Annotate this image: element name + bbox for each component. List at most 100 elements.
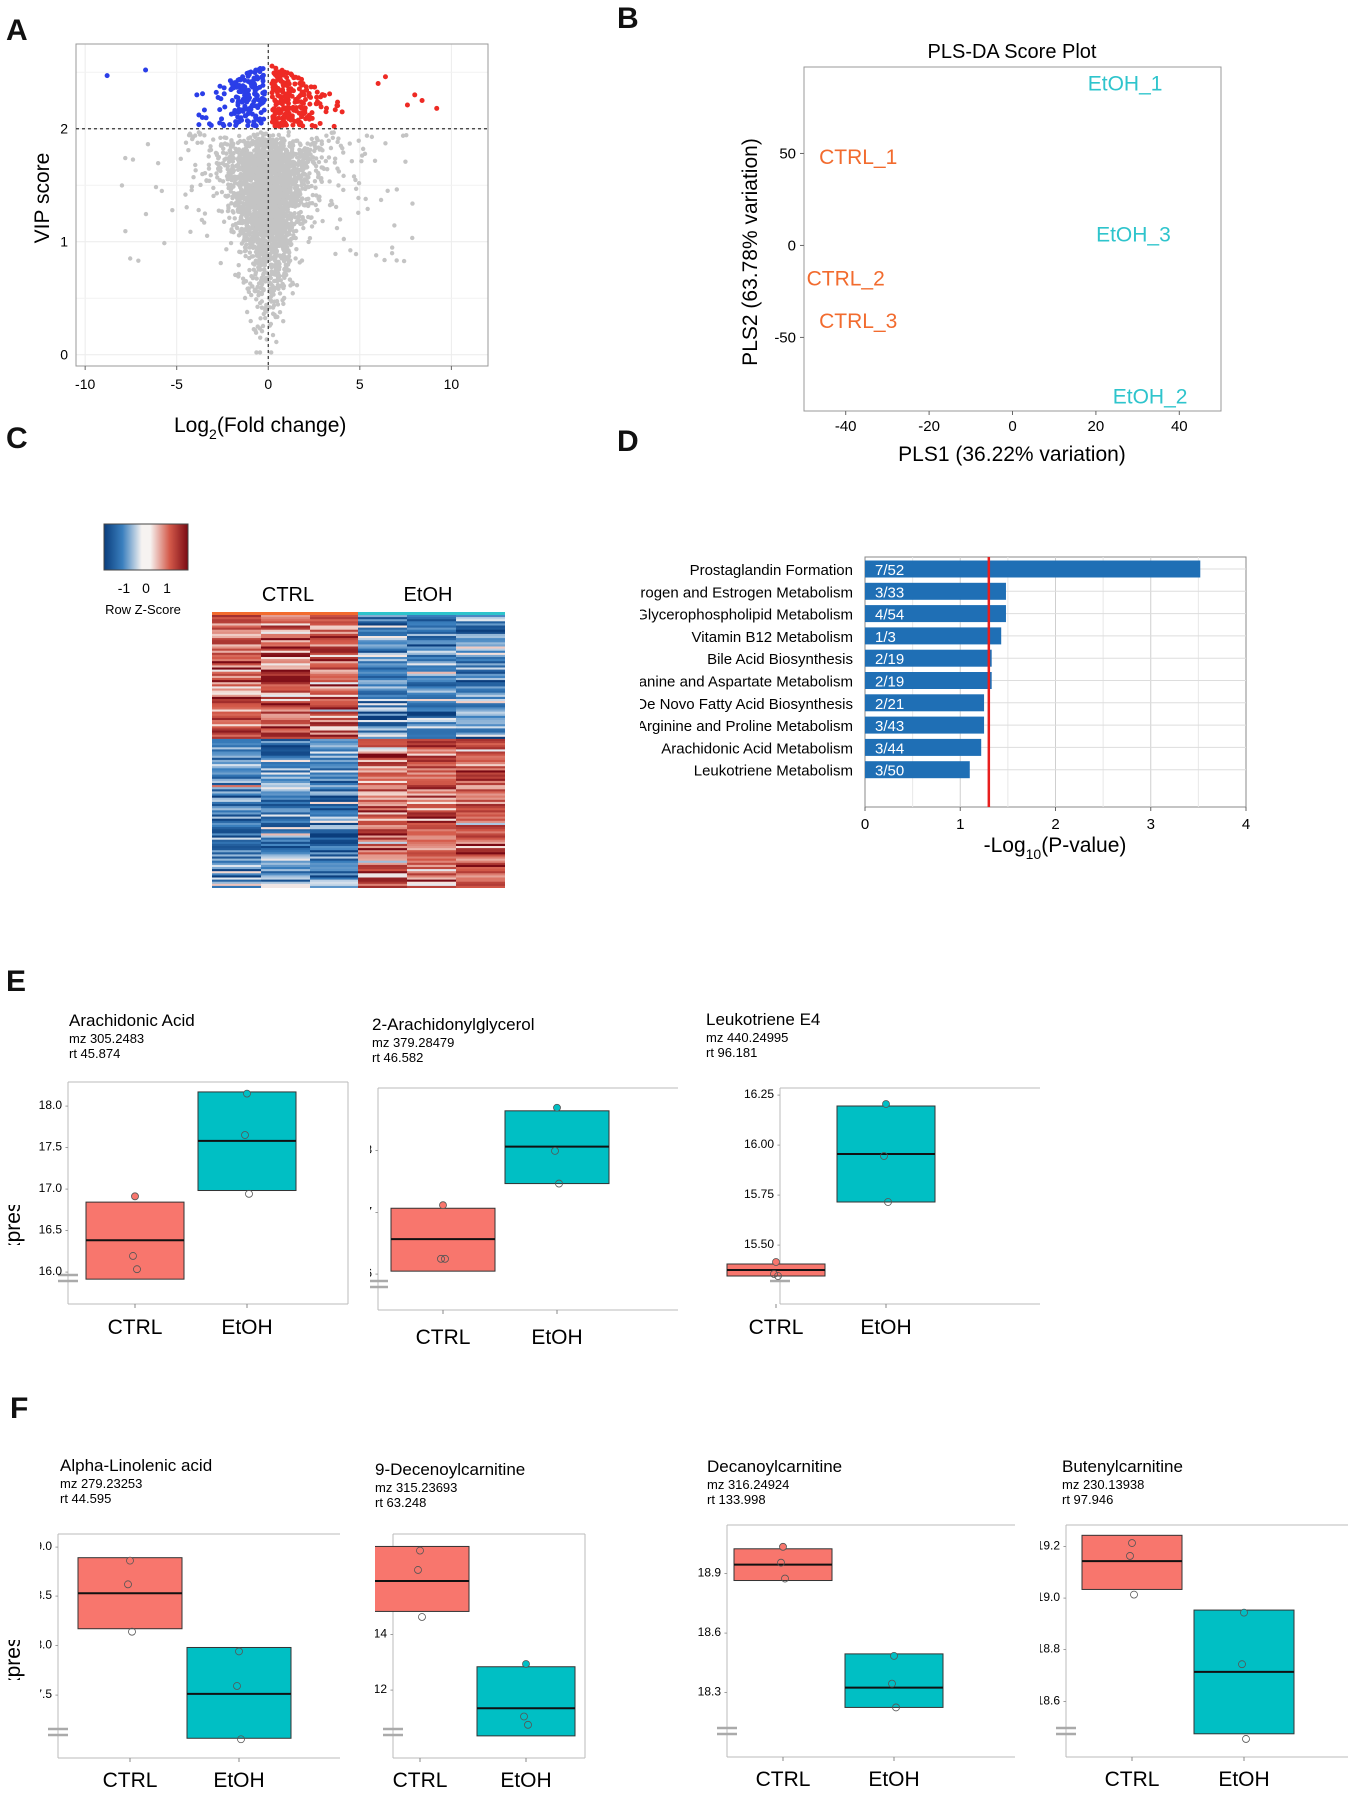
volcano-point-ns [294,188,299,194]
heatmap-cell [407,812,457,815]
boxplot-ytick-mark: - [55,1591,58,1602]
heatmap-cell [456,780,505,784]
volcano-point-ns [236,133,242,139]
volcano-point-ns [221,146,226,151]
heatmap-cell [261,701,311,704]
boxplot-point-etoh [243,1089,251,1098]
volcano-point-up [314,94,320,100]
volcano-point-ns [259,275,264,281]
heatmap-cell [310,644,359,647]
heatmap-cell [310,885,359,888]
volcano-point-ns [294,155,300,160]
pathway-bar-label: 2/19 [875,651,904,668]
heatmap-cell [310,772,359,775]
heatmap-cell [358,825,408,828]
volcano-point-up [434,105,440,111]
heatmap-cell [407,814,457,817]
volcano-point-ns [238,250,243,255]
volcano-point-ns [263,152,268,158]
volcano-point-ns [293,256,298,261]
volcano-point-ns [262,166,267,171]
heatmap-cell [212,791,262,794]
boxplot-point-etoh [241,1131,249,1139]
heatmap-cell [212,667,262,670]
boxplot-ytick-label: 12 [375,1682,387,1696]
heatmap-cell [310,631,359,635]
volcano-point-ns [312,220,317,225]
heatmap-cell [358,814,408,817]
heatmap-cell [310,759,359,763]
volcano-point-down [207,121,213,127]
volcano-point-ns [251,327,257,332]
volcano-point-ns [336,136,341,141]
heatmap-cell [407,646,457,649]
heatmap-cell [310,724,359,727]
heatmap-cell [212,690,262,694]
boxplot-point-etoh [884,1198,892,1206]
volcano-point-ns [260,211,265,217]
heatmap-cell [261,694,311,698]
heatmap-cell [456,831,505,834]
volcano-point-ns [403,159,408,164]
volcano-point-ns [224,151,229,156]
heatmap-cell [358,793,408,796]
heatmap-cell [456,837,505,841]
boxplot-point-ctrl [416,1546,424,1555]
heatmap-cell [310,770,359,773]
heatmap-cell [212,644,262,647]
heatmap-cell [407,686,457,689]
volcano-point-ns [276,243,282,248]
heatmap-cell [456,783,505,786]
heatmap-cell [212,629,262,633]
volcano-point-ns [271,142,276,147]
boxplot-ytick-label: 16 [370,1266,372,1280]
heatmap-cell [310,869,359,872]
heatmap-cell [407,732,457,736]
volcano-point-down [235,114,241,120]
volcano-point-up [303,84,309,90]
heatmap-cell [358,856,408,859]
heatmap-cell [358,699,408,702]
heatmap-cell [407,871,457,874]
volcano-point-ns [255,304,260,309]
heatmap-cell [261,762,311,765]
volcano-point-down [200,91,206,97]
heatmap-cell [358,640,408,643]
heatmap-cell [212,646,262,649]
heatmap-cell [212,623,262,626]
heatmap-cell [358,627,408,631]
volcano-point-ns [353,177,358,183]
heatmap-cell [358,751,408,754]
volcano-point-down [260,78,266,84]
volcano-point-ns [284,267,289,273]
heatmap-cell [212,640,262,643]
heatmap-cell [261,757,311,761]
volcano-point-ns [262,170,268,175]
volcano-point-up [277,93,283,99]
heatmap-cell [456,843,505,847]
heatmap-cell [310,661,359,664]
boxplot-point-etoh [880,1152,888,1160]
volcano-point-ns [275,285,280,290]
volcano-point-down [255,105,261,111]
volcano-point-up [321,92,327,98]
heatmap-cell [212,879,262,883]
heatmap-cell [358,663,408,666]
volcano-point-ns [183,140,189,145]
heatmap-cell [407,766,457,769]
heatmap-cell [261,747,311,750]
heatmap-cell [310,766,359,769]
heatmap-cell [456,667,505,670]
heatmap-cell [358,636,408,639]
volcano-point-ns [315,137,320,143]
volcano-point-ns [283,257,288,262]
heatmap-cell [407,793,457,796]
heatmap-cell [407,703,457,706]
heatmap-cell [456,650,505,654]
heatmap-group-etoh: EtOH [404,584,453,606]
volcano-point-ns [258,192,263,197]
heatmap-cell [358,816,408,820]
volcano-point-ns [306,175,311,180]
heatmap-cell [407,631,457,635]
